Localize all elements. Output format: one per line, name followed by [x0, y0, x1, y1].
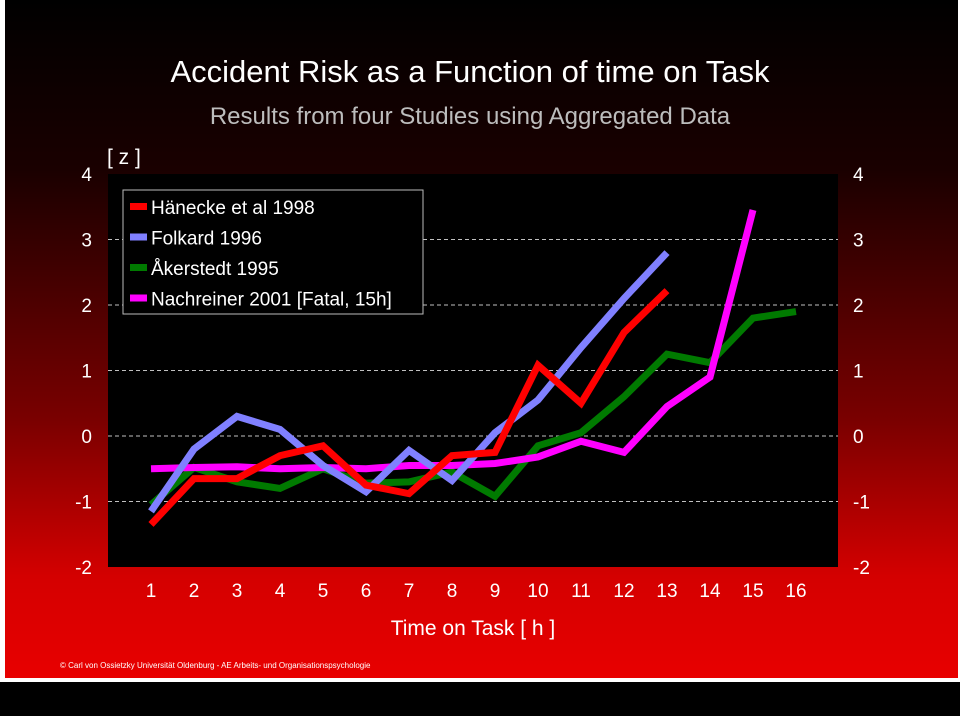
- y-tick-label-right: 1: [853, 362, 864, 383]
- series-line-folkard: [148, 250, 670, 514]
- x-tick-label: 14: [699, 581, 721, 602]
- x-tick-label: 9: [490, 581, 501, 602]
- bottom-bar: [0, 682, 960, 716]
- y-tick-label-left: 0: [81, 427, 92, 448]
- legend-swatch-nachreiner: [130, 294, 147, 302]
- x-tick-label: 8: [447, 581, 458, 602]
- y-tick-label-right: 2: [853, 296, 864, 317]
- y-tick-label-right: 0: [853, 427, 864, 448]
- x-tick-label: 12: [613, 581, 634, 602]
- x-tick-label: 10: [527, 581, 548, 602]
- x-tick-label: 13: [656, 581, 677, 602]
- series-line-akerstedt: [148, 308, 797, 508]
- x-tick-label: 1: [146, 581, 157, 602]
- x-tick-label: 7: [404, 581, 415, 602]
- chart-subtitle: Results from four Studies using Aggregat…: [210, 103, 731, 130]
- x-axis-label: Time on Task [ h ]: [391, 617, 556, 640]
- x-tick-label: 16: [785, 581, 806, 602]
- y-ticks-right: 4 3 2 1 0 -1 -2: [853, 165, 870, 579]
- chart-title: Accident Risk as a Function of time on T…: [170, 54, 770, 89]
- x-tick-label: 5: [318, 581, 329, 602]
- series-lines: [148, 209, 797, 527]
- y-tick-label-left: 4: [81, 165, 92, 186]
- legend-label: Folkard 1996: [151, 229, 262, 250]
- legend-swatch-folkard: [130, 233, 147, 241]
- x-tick-label: 11: [571, 581, 591, 602]
- y-tick-label-left: 1: [81, 362, 92, 383]
- y-tick-label-left: 2: [81, 296, 92, 317]
- y-axis-label: [ z ]: [107, 146, 141, 169]
- x-tick-label: 4: [275, 581, 286, 602]
- legend-label: Nachreiner 2001 [Fatal, 15h]: [151, 290, 392, 311]
- y-tick-label-left: 3: [81, 231, 92, 252]
- legend: Hänecke et al 1998 Folkard 1996 Åkerstedt …: [122, 189, 424, 315]
- legend-box: [122, 189, 424, 315]
- x-tick-label: 6: [361, 581, 372, 602]
- legend-label: Åkerstedt 1995: [151, 259, 279, 280]
- y-tick-label-right: 4: [853, 165, 864, 186]
- x-ticks: 1 2 3 4 5 6 7 8 9 10 11 12 13 14 15 16: [146, 581, 807, 602]
- y-tick-label-right: -1: [853, 493, 870, 514]
- copyright-text: © Carl von Ossietzky Universität Oldenbu…: [60, 661, 371, 670]
- x-tick-label: 2: [189, 581, 200, 602]
- y-tick-label-left: -2: [75, 558, 92, 579]
- x-tick-label: 3: [232, 581, 243, 602]
- series-line-hanecke: [148, 288, 670, 527]
- legend-swatch-hanecke: [130, 203, 147, 210]
- y-tick-label-right: -2: [853, 558, 870, 579]
- y-ticks-left: 4 3 2 1 0 -1 -2: [75, 165, 92, 579]
- legend-label: Hänecke et al 1998: [151, 198, 315, 219]
- y-tick-label-left: -1: [75, 493, 92, 514]
- legend-swatch-akerstedt: [130, 264, 147, 271]
- y-tick-label-right: 3: [853, 231, 864, 252]
- x-tick-label: 15: [742, 581, 763, 602]
